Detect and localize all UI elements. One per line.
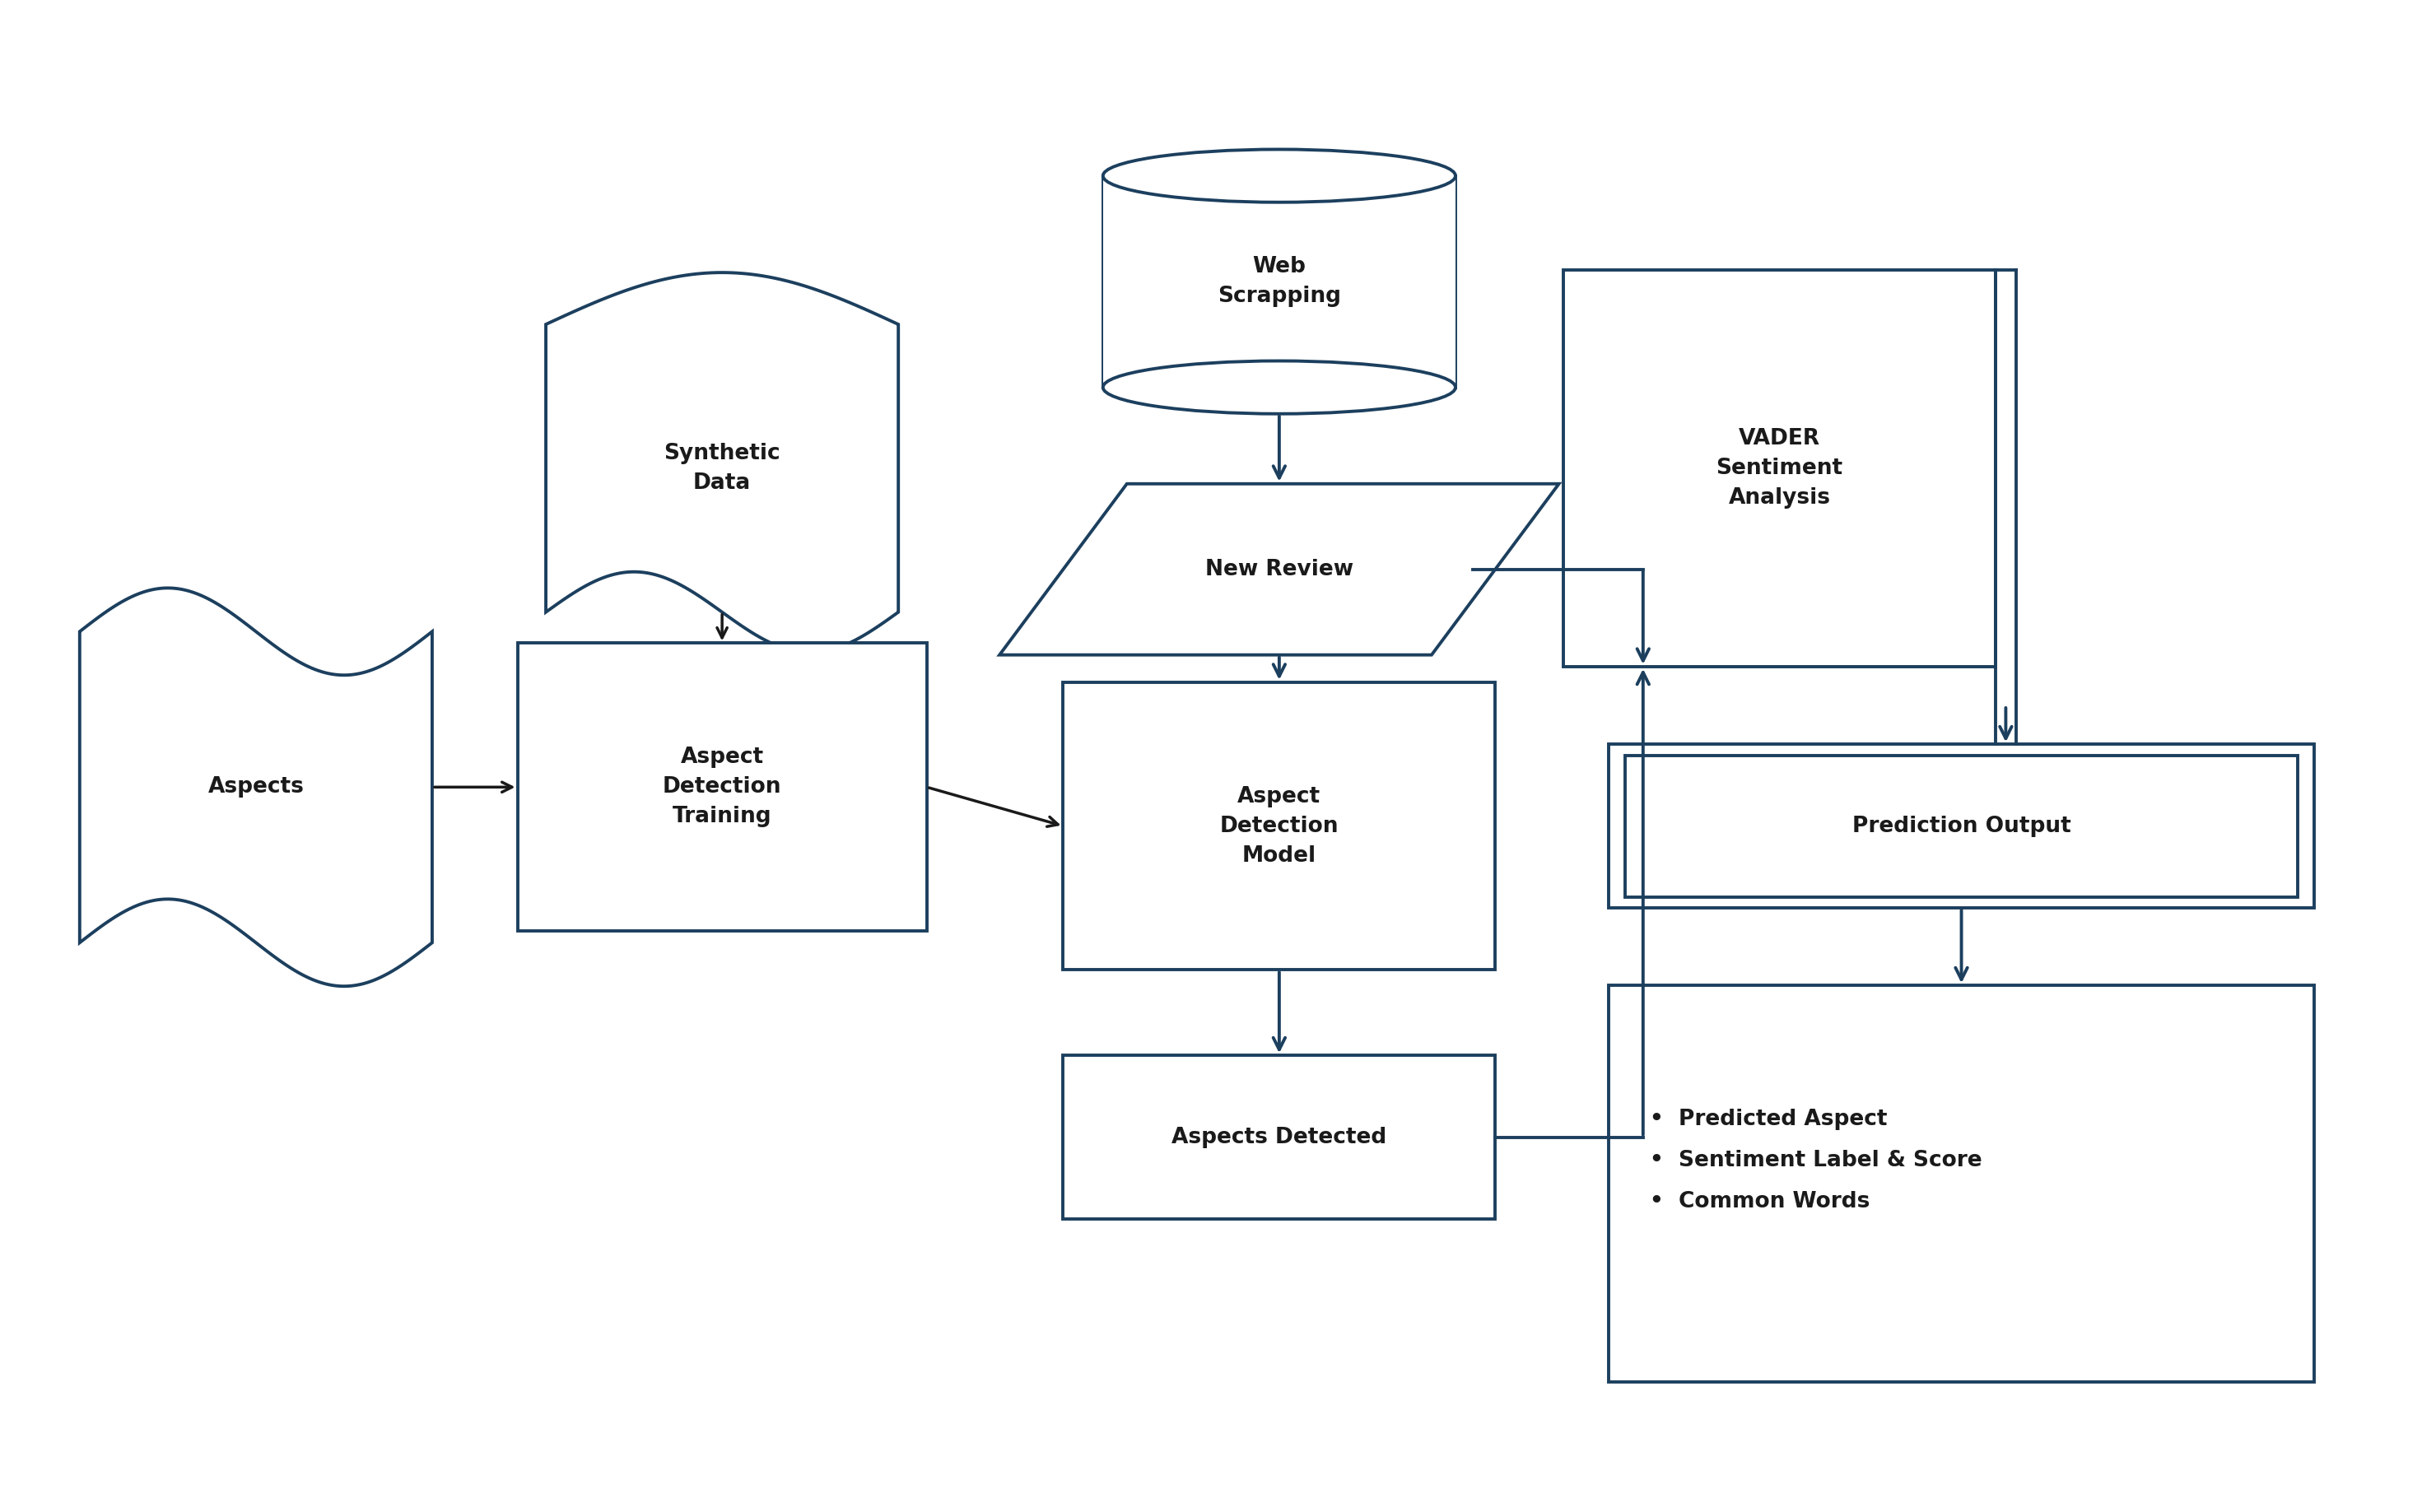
Ellipse shape — [1102, 150, 1456, 203]
Bar — [1102, 175, 1456, 387]
Text: Synthetic
Data: Synthetic Data — [664, 443, 780, 494]
Bar — [1063, 682, 1494, 969]
Text: Web
Scrapping: Web Scrapping — [1218, 256, 1342, 307]
Text: Prediction Output: Prediction Output — [1853, 815, 2071, 836]
Polygon shape — [1000, 484, 1560, 655]
Text: VADER
Sentiment
Analysis: VADER Sentiment Analysis — [1717, 428, 1843, 508]
Text: •  Predicted Aspect
•  Sentiment Label & Score
•  Common Words: • Predicted Aspect • Sentiment Label & S… — [1649, 1108, 1981, 1213]
Bar — [1608, 744, 2313, 907]
Text: Aspects: Aspects — [208, 776, 305, 798]
Bar — [518, 643, 928, 931]
Text: Aspects Detected: Aspects Detected — [1172, 1126, 1388, 1148]
Polygon shape — [80, 588, 431, 986]
Bar — [1608, 986, 2313, 1382]
Text: Aspect
Detection
Training: Aspect Detection Training — [664, 747, 782, 827]
Bar — [1625, 754, 2298, 897]
Ellipse shape — [1102, 361, 1456, 414]
Text: Aspect
Detection
Model: Aspect Detection Model — [1221, 786, 1339, 866]
Bar — [1063, 1055, 1494, 1219]
Polygon shape — [545, 272, 899, 652]
Bar — [1565, 271, 1996, 667]
Text: New Review: New Review — [1206, 558, 1354, 581]
